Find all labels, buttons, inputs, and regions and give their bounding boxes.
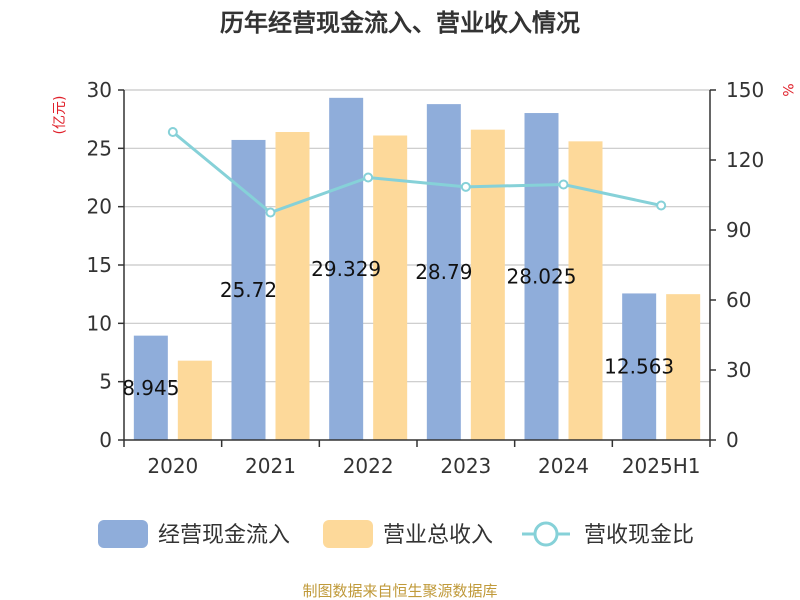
axes: 0 5 10 15 20 25 30 0 30 60 90 120 150 2020 2021 2022 202…	[87, 78, 765, 478]
left-tick-label: 15	[87, 253, 112, 277]
bar-revenue	[275, 132, 310, 440]
left-tick-label: 30	[87, 78, 112, 102]
ratio-point	[656, 200, 667, 211]
x-tick-label: 2025H1	[622, 454, 701, 478]
right-tick-label: 0	[726, 428, 739, 452]
data-label: 29.329	[311, 257, 381, 281]
legend-label: 营业总收入	[383, 523, 493, 548]
legend-label: 经营现金流入	[158, 523, 290, 548]
data-label: 12.563	[604, 355, 674, 379]
data-label: 8.945	[122, 376, 179, 400]
bar-cash-inflow	[622, 293, 657, 440]
right-tick-label: 150	[726, 78, 764, 102]
ratio-line-path	[171, 130, 662, 215]
ratio-point	[167, 127, 178, 137]
x-tick-label: 2021	[245, 454, 296, 478]
right-tick-label: 120	[726, 148, 764, 172]
x-tick-label: 2022	[343, 454, 394, 478]
right-tick-label: 90	[726, 218, 751, 242]
left-tick-label: 20	[87, 195, 112, 219]
data-label: 28.025	[507, 265, 577, 289]
right-tick-label: 30	[726, 358, 751, 382]
ratio-line	[167, 127, 667, 218]
x-tick-label: 2020	[147, 454, 198, 478]
bar-cash-inflow	[231, 139, 266, 440]
left-axis-unit: (亿元)	[52, 96, 68, 135]
data-labels: 8.945 25.72 29.329 28.79 28.025 12.563	[122, 257, 674, 400]
source-note: 制图数据来自恒生聚源数据库	[302, 582, 497, 600]
bar-revenue	[666, 294, 701, 440]
left-tick-label: 5	[99, 370, 112, 394]
left-tick-label: 25	[87, 136, 112, 160]
ratio-point	[558, 179, 569, 190]
ratio-point	[265, 207, 276, 218]
right-tick-label: 60	[726, 288, 751, 312]
bar-cash-inflow	[524, 113, 559, 441]
right-axis-unit: %	[779, 83, 795, 96]
chart-title: 历年经营现金流入、营业收入情况	[220, 9, 580, 37]
x-tick-label: 2023	[440, 454, 491, 478]
data-label: 25.72	[220, 278, 277, 302]
bar-cash-inflow	[329, 97, 364, 440]
gridlines	[124, 89, 710, 383]
left-tick-label: 0	[99, 428, 112, 452]
bar-revenue	[177, 360, 212, 440]
legend-swatch	[98, 520, 148, 548]
legend-swatch	[323, 520, 373, 548]
x-tick-label: 2024	[538, 454, 589, 478]
left-tick-label: 10	[87, 311, 112, 335]
data-label: 28.79	[415, 260, 472, 284]
bar-cash-inflow	[426, 104, 461, 440]
bar-cash-inflow	[133, 335, 168, 440]
legend: 经营现金流入 营业总收入 营收现金比	[98, 520, 694, 548]
legend-marker	[533, 521, 559, 547]
ratio-point	[460, 181, 471, 192]
bar-revenue	[373, 135, 408, 440]
ratio-point	[363, 172, 374, 183]
legend-label: 营收现金比	[584, 523, 694, 548]
bar-revenue	[470, 129, 505, 440]
bars	[133, 97, 701, 441]
